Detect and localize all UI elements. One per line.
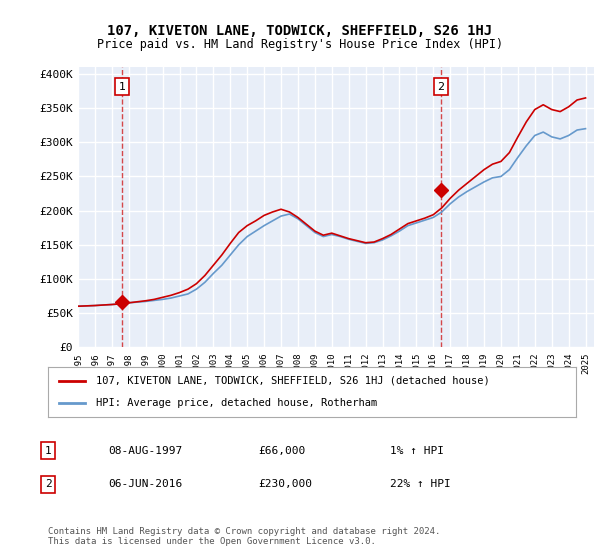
Text: £66,000: £66,000 xyxy=(258,446,305,456)
Text: 22% ↑ HPI: 22% ↑ HPI xyxy=(390,479,451,489)
Text: Contains HM Land Registry data © Crown copyright and database right 2024.
This d: Contains HM Land Registry data © Crown c… xyxy=(48,526,440,546)
Text: 2: 2 xyxy=(44,479,52,489)
Text: 107, KIVETON LANE, TODWICK, SHEFFIELD, S26 1HJ: 107, KIVETON LANE, TODWICK, SHEFFIELD, S… xyxy=(107,24,493,38)
Text: 06-JUN-2016: 06-JUN-2016 xyxy=(108,479,182,489)
Text: £230,000: £230,000 xyxy=(258,479,312,489)
Text: 08-AUG-1997: 08-AUG-1997 xyxy=(108,446,182,456)
Text: 1: 1 xyxy=(118,82,125,92)
Text: 2: 2 xyxy=(437,82,444,92)
Text: 1% ↑ HPI: 1% ↑ HPI xyxy=(390,446,444,456)
Text: 1: 1 xyxy=(44,446,52,456)
Text: HPI: Average price, detached house, Rotherham: HPI: Average price, detached house, Roth… xyxy=(95,398,377,408)
Text: 107, KIVETON LANE, TODWICK, SHEFFIELD, S26 1HJ (detached house): 107, KIVETON LANE, TODWICK, SHEFFIELD, S… xyxy=(95,376,489,386)
Text: Price paid vs. HM Land Registry's House Price Index (HPI): Price paid vs. HM Land Registry's House … xyxy=(97,38,503,52)
